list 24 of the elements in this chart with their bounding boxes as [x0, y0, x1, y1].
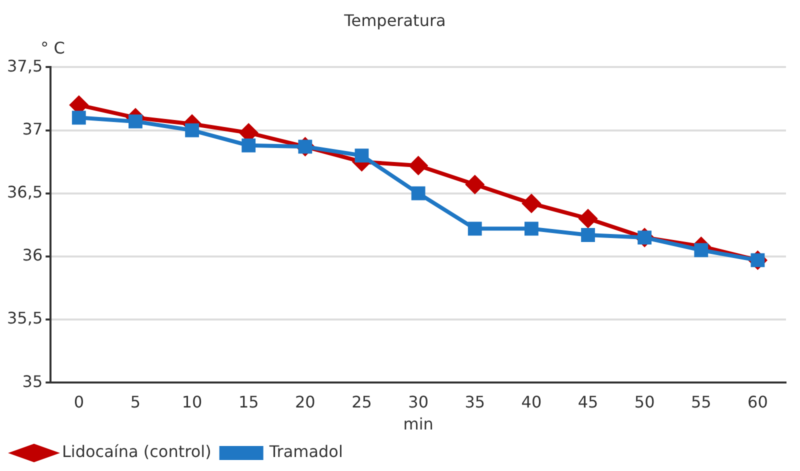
y-tick-label: 36,5	[7, 182, 43, 202]
x-tick-label: 25	[352, 392, 372, 412]
y-tick-label: 37	[22, 119, 43, 138]
x-tick-label: 50	[634, 392, 655, 412]
x-tick-label: 55	[690, 392, 712, 412]
x-tick-label: 10	[182, 392, 202, 412]
x-tick-label: 5	[130, 392, 141, 412]
chart-title: Temperatura	[343, 10, 446, 30]
x-tick-label: 15	[238, 392, 259, 412]
x-tick-label: 0	[74, 392, 84, 412]
y-axis-title: ° C	[40, 38, 65, 58]
x-axis-title: min	[403, 414, 434, 434]
x-tick-label: 35	[464, 392, 486, 412]
x-tick-label: 30	[408, 392, 428, 412]
y-tick-label: 36	[22, 246, 43, 265]
x-tick-label: 60	[748, 392, 768, 412]
legend-label: Tramadol	[268, 442, 343, 462]
legend-label: Lidocaína (control)	[62, 442, 212, 462]
x-tick-label: 40	[521, 392, 542, 412]
y-tick-label: 35,5	[7, 308, 43, 328]
y-tick-label: 37,5	[7, 56, 43, 76]
x-tick-label: 20	[295, 392, 316, 412]
y-tick-label: 35	[22, 372, 43, 391]
x-tick-label: 45	[578, 392, 598, 412]
